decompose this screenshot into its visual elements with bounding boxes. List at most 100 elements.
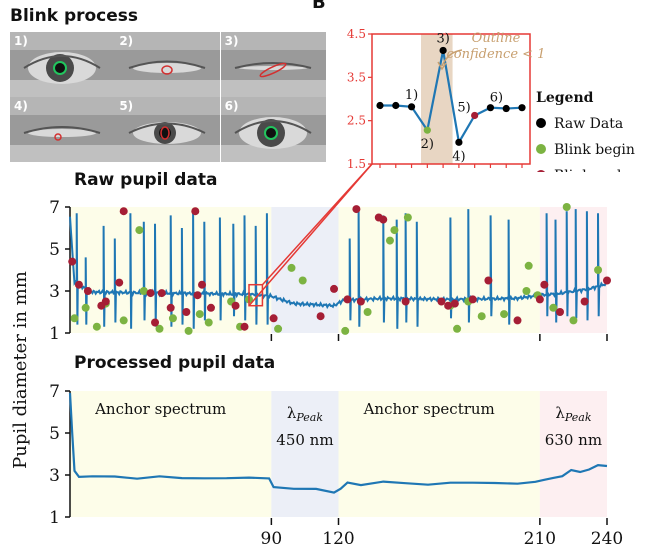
raw-blink-begin-point — [524, 261, 533, 270]
zoom-point-label: 6) — [490, 91, 503, 106]
eye-lid-upper — [10, 32, 115, 50]
raw-blink-end-point — [146, 289, 155, 298]
eye-lid-upper — [10, 97, 115, 115]
blue-region-nm: 450 nm — [276, 431, 333, 449]
zoom-series-line — [380, 50, 523, 146]
zoom-point — [376, 101, 384, 110]
processed-xtick-label: 240 — [591, 529, 623, 549]
panel-letter: B — [312, 0, 326, 13]
raw-blink-end-point — [240, 322, 249, 331]
zoom-connector — [261, 163, 373, 286]
eye-image — [10, 97, 115, 162]
raw-blink-end-point — [379, 215, 388, 224]
raw-region-bg — [271, 207, 339, 333]
raw-blink-begin-point — [135, 226, 144, 235]
raw-blink-begin-point — [403, 213, 412, 222]
confidence-band — [421, 34, 453, 164]
zoom-point-label: 1) — [405, 88, 418, 103]
blink-frame-2: 2) — [115, 32, 221, 97]
pupil-fit-ellipse — [161, 65, 174, 75]
raw-blink-begin-point — [453, 324, 462, 333]
eye-lid-upper — [115, 32, 221, 50]
eye-lash-line — [23, 126, 101, 134]
pupil-fit-ellipse — [160, 126, 171, 140]
eye-image — [220, 97, 326, 162]
pupil-fit-ellipse — [54, 133, 62, 141]
raw-blink-begin-point — [549, 303, 558, 312]
legend-marker — [537, 170, 545, 172]
blink-frame-label: 2) — [119, 34, 134, 48]
eye-pupil — [54, 62, 66, 74]
raw-blink-end-point — [352, 205, 361, 214]
zoom-point-label: 2) — [421, 137, 434, 152]
raw-blink-begin-point — [477, 312, 486, 321]
eye-lid-lower — [10, 145, 115, 162]
processed-region-bg — [271, 391, 339, 517]
blink-frame-6: 6) — [220, 97, 326, 162]
raw-blink-begin-point — [92, 322, 101, 331]
raw-blink-end-point — [68, 257, 77, 266]
legend-title: Legend — [536, 90, 594, 106]
raw-blink-end-point — [101, 297, 110, 306]
processed-chart-title: Processed pupil data — [74, 353, 276, 373]
eye-lash-line — [129, 60, 206, 69]
raw-blink-end-point — [437, 297, 446, 306]
blue-region-lambda: λPeak — [287, 404, 323, 424]
raw-blink-end-point — [115, 278, 124, 287]
zoom-point — [502, 104, 510, 113]
raw-blink-end-point — [535, 295, 544, 304]
eye-lash-line — [234, 62, 311, 69]
raw-blink-begin-point — [155, 324, 164, 333]
raw-blink-end-point — [540, 280, 549, 289]
ytick-label: 5 — [49, 240, 60, 260]
ytick-label: 5 — [49, 424, 60, 444]
raw-blink-end-point — [157, 289, 166, 298]
annotation-arrowhead — [437, 61, 447, 71]
raw-blink-end-point — [401, 297, 410, 306]
zoom-frame — [371, 33, 531, 165]
eye-lid-lower — [220, 145, 326, 162]
blue-region-lambda-symbol: λ — [287, 404, 297, 422]
raw-blink-end-point — [151, 318, 160, 327]
raw-blink-end-point — [556, 308, 565, 316]
blink-frame-label: 3) — [224, 34, 239, 48]
ytick-label: 7 — [49, 382, 60, 402]
raw-blink-begin-point — [274, 324, 283, 333]
raw-blink-begin-point — [298, 276, 307, 285]
zoom-point — [486, 104, 495, 112]
raw-blink-begin-point — [385, 236, 394, 245]
raw-blink-begin-point — [204, 318, 213, 327]
raw-blink-end-point — [330, 284, 339, 293]
raw-blink-begin-point — [569, 316, 578, 325]
raw-blink-begin-point — [81, 303, 90, 312]
raw-blink-end-point — [343, 295, 352, 304]
legend-label: Blink begin — [554, 142, 635, 158]
zoom-point-label: 5) — [457, 100, 470, 115]
eye-white — [133, 63, 202, 73]
blink-process-title: Blink process — [10, 6, 139, 26]
zoom-point — [407, 103, 416, 111]
raw-blink-begin-point — [287, 263, 296, 272]
zoom-point — [471, 111, 479, 120]
raw-blink-end-point — [316, 312, 325, 321]
raw-blink-end-point — [166, 303, 175, 312]
raw-blink-begin-point — [139, 287, 148, 295]
red-region-lambda-symbol: λ — [555, 404, 565, 422]
annotation-line2: confidence < 1 — [447, 47, 546, 62]
ytick-label: 1 — [49, 508, 60, 528]
eye-image — [10, 32, 115, 97]
eye-lid-lower — [115, 145, 221, 162]
eye-lash-line — [23, 55, 101, 69]
processed-xtick-label: 90 — [261, 529, 283, 549]
zoom-ytick-label: 1.5 — [347, 157, 366, 171]
raw-blink-begin-point — [390, 226, 399, 235]
raw-blink-end-point — [191, 207, 200, 216]
eye-lid-upper — [220, 97, 326, 115]
eye-lid-lower — [220, 80, 326, 97]
pupil-fit-ellipse — [259, 62, 287, 78]
zoom-point — [392, 101, 400, 110]
eye-lid-upper — [220, 32, 326, 50]
processed-xtick-label: 120 — [322, 529, 354, 549]
blue-region-lambda-sub: Peak — [295, 411, 323, 424]
raw-blink-begin-point — [500, 310, 509, 319]
